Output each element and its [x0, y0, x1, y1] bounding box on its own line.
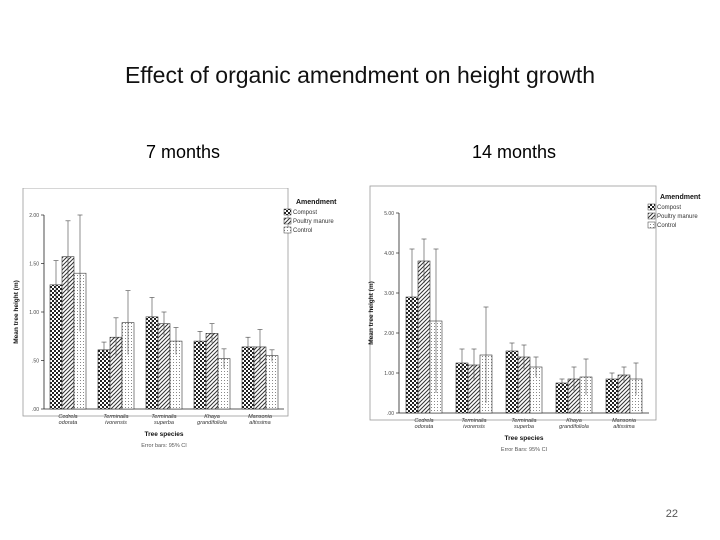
error-bar-footnote: Error Bars: 95% CI: [501, 447, 548, 453]
y-tick-label: 1.50: [29, 262, 39, 268]
x-tick-label-genus: Mansonia: [612, 418, 636, 424]
x-tick-label-species: ivorensis: [105, 420, 127, 426]
x-tick-label-species: odorata: [415, 424, 434, 430]
y-tick-label: .50: [32, 359, 39, 365]
x-tick-label-species: odorata: [59, 420, 78, 426]
legend-swatch-compost: [283, 208, 292, 216]
y-tick-label: 1.00: [384, 371, 394, 377]
legend-swatch-poultry-manure: [283, 217, 292, 225]
x-tick-label-genus: Cedrela: [414, 418, 433, 424]
chart-frame: [369, 185, 657, 421]
bar-poultry-manure: [205, 333, 219, 410]
legend-swatch-poultry-manure: [647, 212, 656, 220]
y-tick-label: 2.00: [29, 213, 39, 219]
x-tick-label-genus: Terminalia: [103, 414, 128, 420]
legend-label-compost: Compost: [293, 210, 317, 216]
y-tick-label: 4.00: [384, 251, 394, 257]
legend-label-compost: Compost: [657, 205, 681, 211]
legend-swatch-compost: [647, 203, 656, 211]
legend-title: Amendment: [296, 199, 337, 206]
x-tick-label-species: superba: [154, 420, 174, 426]
bar-chart-14-months: .00 1.00 2.00 3.00 4.00 5.00 Mean tree height …: [368, 185, 701, 453]
bar-poultry-manure: [417, 260, 431, 414]
y-axis-label: Mean tree height (m): [13, 280, 20, 344]
x-tick-label-species: grandifoliola: [197, 420, 227, 426]
x-tick-label-genus: Khaya: [204, 414, 220, 420]
legend-label-poultry-manure: Poultry manure: [657, 214, 698, 220]
x-tick-label-species: grandifoliola: [559, 424, 589, 430]
y-tick-label: 5.00: [384, 211, 394, 217]
y-tick-label: .00: [387, 411, 394, 417]
x-tick-label-genus: Terminalia: [151, 414, 176, 420]
bar-control: [265, 355, 279, 410]
chart-subtitle-14-months: 14 months: [472, 142, 557, 162]
bar-compost: [555, 382, 569, 414]
x-axis-label: Tree species: [144, 431, 183, 438]
y-tick-label: 2.00: [384, 331, 394, 337]
bar-compost: [97, 349, 111, 410]
legend-title: Amendment: [660, 194, 701, 201]
legend-label-poultry-manure: Poultry manure: [293, 219, 334, 225]
x-tick-label-genus: Mansonia: [248, 414, 272, 420]
bar-compost: [505, 350, 519, 414]
y-tick-label: 1.00: [29, 310, 39, 316]
x-tick-label-species: ivorensis: [463, 424, 485, 430]
bar-poultry-manure: [157, 323, 171, 410]
x-tick-label-genus: Cedrela: [58, 414, 77, 420]
legend-swatch-control: [647, 221, 656, 229]
x-tick-label-species: superba: [514, 424, 534, 430]
bar-compost: [193, 340, 207, 410]
y-tick-label: .00: [32, 407, 39, 413]
x-tick-label-species: altissima: [249, 420, 270, 426]
y-axis-label: Mean tree height (m): [368, 281, 375, 345]
chart-subtitle-7-months: 7 months: [146, 142, 221, 162]
error-bar-footnote: Error bars: 95% CI: [141, 443, 187, 449]
legend-label-control: Control: [293, 228, 312, 234]
x-tick-label-genus: Khaya: [566, 418, 582, 424]
slide-title: Effect of organic amendment on height gr…: [124, 62, 596, 88]
x-axis-label: Tree species: [504, 435, 543, 442]
y-tick-label: 3.00: [384, 291, 394, 297]
legend-label-control: Control: [657, 223, 676, 229]
legend-swatch-control: [283, 226, 292, 234]
x-tick-label-genus: Terminalia: [461, 418, 486, 424]
bar-chart-7-months: .00 .50 1.00 1.50 2.00 Mean tree height (m) Ce…: [13, 188, 337, 449]
x-tick-label-genus: Terminalia: [511, 418, 536, 424]
chart-frame: [22, 188, 289, 417]
x-tick-label-species: altissima: [613, 424, 634, 430]
page-number: 22: [665, 508, 678, 520]
